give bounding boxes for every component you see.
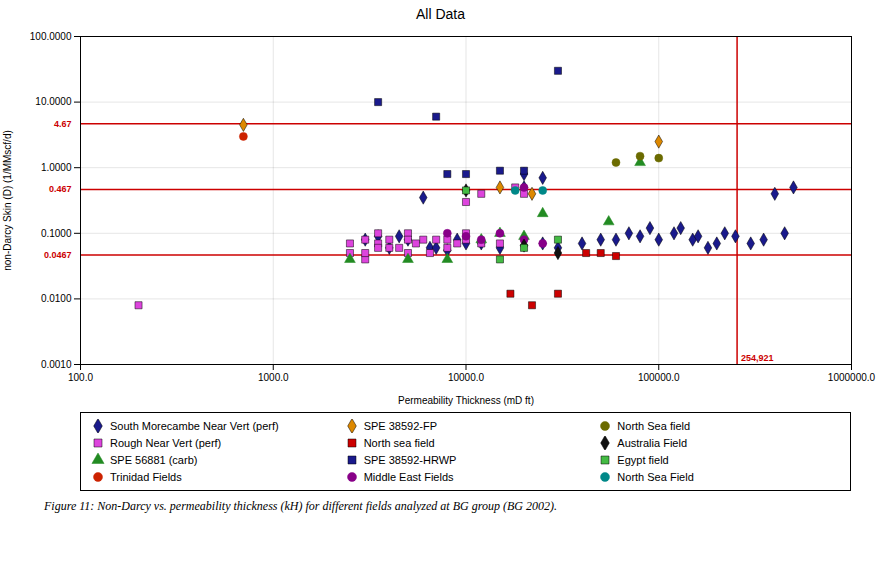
html-text:SPE 38592-FP: SPE 38592-FP xyxy=(363,420,437,432)
html-text:SPE 56881 (carb): SPE 56881 (carb) xyxy=(110,454,198,466)
html-text:North Sea field: North Sea field xyxy=(617,420,691,432)
svg-text:4.67: 4.67 xyxy=(54,119,72,129)
html-text:All Data: All Data xyxy=(416,6,465,22)
svg-text:0.0010: 0.0010 xyxy=(41,359,72,370)
svg-text:254,921: 254,921 xyxy=(741,353,774,363)
html-text:SPE 38592-HRWP: SPE 38592-HRWP xyxy=(363,454,457,466)
svg-text:Permeability Thickness (mD ft): Permeability Thickness (mD ft) xyxy=(398,395,534,406)
svg-text:100.0000: 100.0000 xyxy=(30,31,72,42)
html-text:North sea field: North sea field xyxy=(363,437,435,449)
html-text:Trinidad Fields: Trinidad Fields xyxy=(110,471,182,483)
svg-text:0.467: 0.467 xyxy=(49,184,72,194)
html-text:Figure 11: Non-Darcy vs. perme: Figure 11: Non-Darcy vs. permeability th… xyxy=(44,499,557,513)
html-text:Egypt field: Egypt field xyxy=(617,454,669,466)
svg-text:10000.0: 10000.0 xyxy=(448,372,485,383)
svg-text:0.0467: 0.0467 xyxy=(44,250,72,260)
html-text:South Morecambe Near Vert (per: South Morecambe Near Vert (perf) xyxy=(110,420,279,432)
html-text:Rough Near Vert (perf): Rough Near Vert (perf) xyxy=(110,437,222,449)
svg-text:1000000.0: 1000000.0 xyxy=(828,372,876,383)
html-text:North Sea Field: North Sea Field xyxy=(617,471,694,483)
svg-text:10.0000: 10.0000 xyxy=(35,96,72,107)
html-text:Australia Field: Australia Field xyxy=(617,437,687,449)
svg-text:1.0000: 1.0000 xyxy=(41,162,72,173)
svg-text:0.1000: 0.1000 xyxy=(41,228,72,239)
svg-text:1000.0: 1000.0 xyxy=(258,372,289,383)
svg-text:100.0: 100.0 xyxy=(68,372,93,383)
svg-text:0.0100: 0.0100 xyxy=(41,293,72,304)
html-text:Middle East Fields: Middle East Fields xyxy=(363,471,454,483)
svg-text:non-Darcy Skin (D) (1/MMscf/d): non-Darcy Skin (D) (1/MMscf/d) xyxy=(2,130,13,271)
svg-text:100000.0: 100000.0 xyxy=(638,372,680,383)
